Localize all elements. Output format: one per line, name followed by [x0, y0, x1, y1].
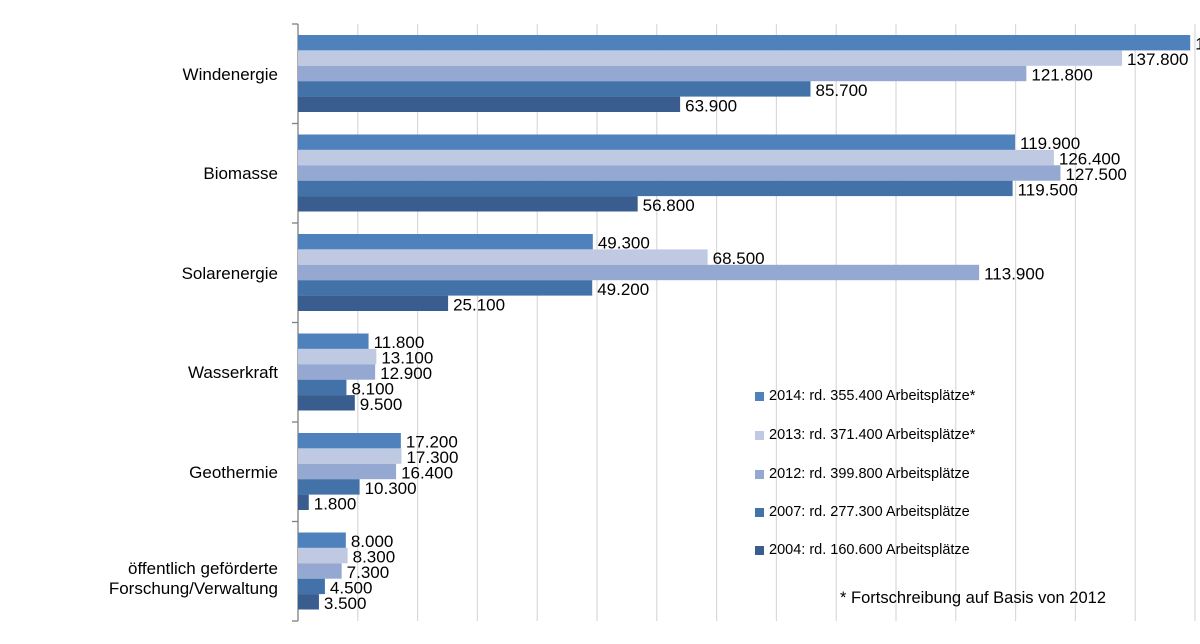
bar — [298, 494, 309, 510]
category-label: Windenergie — [183, 65, 278, 85]
bar — [298, 280, 593, 296]
data-label: 16.400 — [401, 464, 453, 483]
bar — [298, 532, 346, 548]
data-label: 13.100 — [381, 349, 433, 368]
data-label: 8.000 — [351, 532, 394, 551]
data-label: 8.300 — [353, 548, 396, 567]
bar — [298, 395, 355, 411]
data-label: 8.100 — [351, 379, 394, 398]
legend-item: 2007: rd. 277.300 Arbeitsplätze — [755, 504, 970, 520]
category-label: öffentlich geförderte Forschung/Verwaltun… — [109, 559, 278, 599]
category-label-line: öffentlich geförderte — [128, 559, 278, 579]
bar — [298, 479, 360, 495]
bar — [298, 348, 377, 365]
category-label-line: Forschung/Verwaltung — [108, 579, 278, 599]
data-label: 68.500 — [713, 249, 765, 268]
data-label: 9.500 — [360, 395, 403, 414]
bar — [298, 379, 347, 396]
bar — [298, 433, 401, 449]
footnote: * Fortschreibung auf Basis von 2012 — [840, 589, 1106, 607]
data-label: 3.500 — [324, 594, 367, 613]
bar — [298, 295, 449, 311]
legend-swatch — [755, 391, 764, 401]
bar — [298, 234, 593, 250]
bar — [298, 578, 325, 595]
data-label: 11.800 — [374, 333, 425, 352]
category-label-line: Wasserkraft — [187, 363, 278, 383]
legend-item: 2014: rd. 355.400 Arbeitsplätze* — [755, 388, 975, 404]
legend-label: 2004: rd. 160.600 Arbeitsplätze — [769, 542, 970, 558]
data-label: 121.800 — [1031, 66, 1092, 85]
data-label: 113.900 — [984, 265, 1044, 284]
bar — [298, 35, 1191, 51]
legend-label: 2013: rd. 371.400 Arbeitsplätze* — [769, 427, 976, 443]
category-label-line: Solarenergie — [181, 263, 278, 283]
legend-label: 2014: rd. 355.400 Arbeitsplätze* — [769, 388, 976, 404]
data-label: 12.900 — [380, 364, 432, 383]
data-label: 85.700 — [815, 81, 867, 100]
bar — [298, 96, 681, 112]
bar — [298, 264, 980, 281]
category-label: Wasserkraft — [188, 363, 278, 383]
data-label: 56.800 — [643, 196, 695, 215]
data-label: 25.100 — [453, 295, 505, 314]
data-label: 4.500 — [330, 578, 373, 597]
category-label: Solarenergie — [182, 264, 278, 284]
bar — [298, 165, 1061, 181]
legend-label: 2007: rd. 277.300 Arbeitsplätze — [769, 504, 970, 520]
data-label: 17.200 — [406, 433, 458, 452]
data-label: 127.500 — [1065, 165, 1126, 184]
data-label: 119.900 — [1020, 134, 1080, 153]
bar — [298, 463, 397, 480]
data-label: 137.800 — [1127, 50, 1188, 69]
data-label: 149.200 — [1195, 35, 1200, 54]
category-label-line: Geothermie — [189, 462, 278, 482]
bar — [298, 149, 1054, 166]
bar — [298, 249, 708, 265]
legend-item: 2004: rd. 160.600 Arbeitsplätze — [755, 542, 970, 558]
bar — [298, 547, 348, 564]
data-label: 49.200 — [597, 280, 649, 299]
bar — [298, 50, 1123, 66]
data-label: 7.300 — [347, 563, 390, 582]
legend-swatch — [755, 430, 764, 440]
legend-item: 2013: rd. 371.400 Arbeitsplätze* — [755, 427, 975, 443]
bar — [298, 333, 369, 349]
data-label: 17.300 — [406, 448, 458, 467]
data-label: 49.300 — [598, 234, 650, 253]
bar — [298, 134, 1016, 150]
bar — [298, 594, 319, 610]
data-label: 119.500 — [1018, 180, 1078, 199]
bar — [298, 196, 638, 212]
bar — [298, 563, 342, 579]
bar — [298, 65, 1027, 82]
bar — [298, 364, 376, 380]
category-label-line: Windenergie — [182, 64, 278, 84]
legend-swatch — [755, 469, 764, 479]
bar — [298, 448, 402, 464]
category-label-line: Biomasse — [203, 164, 278, 184]
legend-swatch — [755, 545, 764, 555]
legend-item: 2012: rd. 399.800 Arbeitsplätze — [755, 466, 970, 482]
category-label: Biomasse — [203, 164, 278, 184]
data-label: 1.800 — [314, 494, 357, 513]
bar — [298, 81, 811, 97]
bar — [298, 180, 1013, 197]
legend-label: 2012: rd. 399.800 Arbeitsplätze — [769, 466, 970, 482]
category-label: Geothermie — [189, 463, 278, 483]
data-label: 10.300 — [365, 479, 417, 498]
legend-swatch — [755, 507, 764, 517]
data-label: 126.400 — [1059, 150, 1120, 169]
data-label: 63.900 — [685, 96, 737, 115]
